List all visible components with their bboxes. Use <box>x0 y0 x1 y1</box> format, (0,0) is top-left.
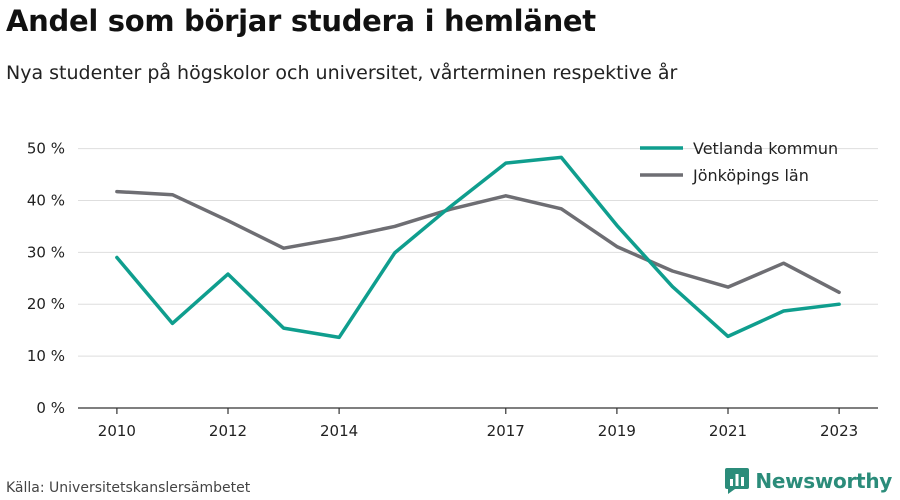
brand-name: Newsworthy <box>755 469 892 493</box>
y-tick-label: 10 % <box>27 347 65 365</box>
y-tick-label: 20 % <box>27 295 65 313</box>
y-tick-label: 0 % <box>36 399 65 417</box>
chart-title: Andel som börjar studera i hemlänet <box>6 4 596 38</box>
x-axis: 2010 2012 2014 2017 2019 2021 2023 <box>78 407 878 440</box>
y-tick-label: 40 % <box>27 191 65 209</box>
x-tick-label: 2017 <box>487 422 525 440</box>
newsworthy-logo-icon <box>725 468 750 494</box>
chart-subtitle: Nya studenter på högskolor och universit… <box>6 62 678 84</box>
x-tick-label: 2023 <box>820 422 858 440</box>
x-tick-label: 2012 <box>209 422 247 440</box>
y-axis-ticks: 0 % 10 % 20 % 30 % 40 % 50 % <box>27 140 65 417</box>
source-note: Källa: Universitetskanslersämbetet <box>6 480 251 496</box>
legend: Vetlanda kommun Jönköpings län <box>640 139 838 185</box>
x-tick-label: 2021 <box>709 422 747 440</box>
brand: Newsworthy <box>725 468 892 494</box>
x-tick-label: 2010 <box>98 422 136 440</box>
legend-label-jonkoping: Jönköpings län <box>692 166 809 185</box>
series-lines <box>115 155 841 340</box>
y-tick-label: 30 % <box>27 243 65 261</box>
series-line-jonkoping <box>115 189 841 295</box>
legend-label-vetlanda: Vetlanda kommun <box>693 139 838 158</box>
y-tick-label: 50 % <box>27 140 65 158</box>
x-tick-label: 2019 <box>598 422 636 440</box>
x-tick-label: 2014 <box>320 422 358 440</box>
grid-lines <box>78 148 878 357</box>
series-line-vetlanda <box>115 155 841 340</box>
